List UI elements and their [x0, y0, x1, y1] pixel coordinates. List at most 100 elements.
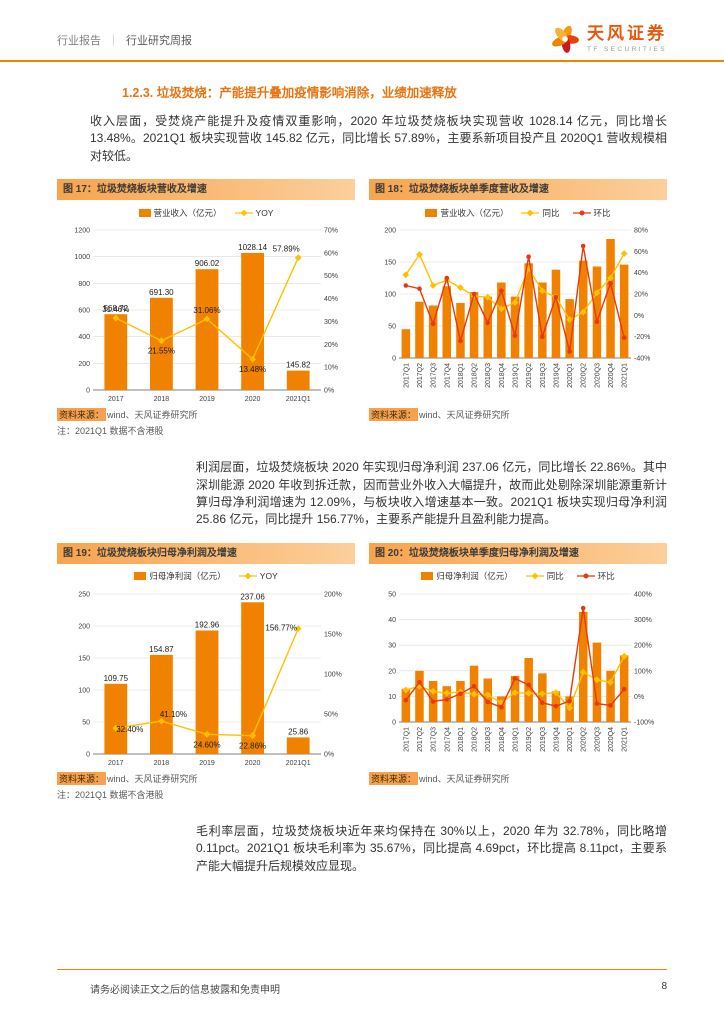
svg-text:2021Q1: 2021Q1 — [622, 727, 629, 752]
svg-text:2018Q2: 2018Q2 — [472, 363, 479, 388]
header-divider: ｜ — [108, 35, 119, 47]
svg-text:2018Q2: 2018Q2 — [472, 727, 479, 752]
figure-18-note — [369, 424, 667, 435]
svg-text:200%: 200% — [324, 591, 342, 598]
chart-legend: 归母净利润（亿元） YOY — [57, 569, 355, 584]
svg-text:691.30: 691.30 — [149, 288, 174, 297]
svg-text:2018: 2018 — [154, 396, 170, 403]
svg-text:100%: 100% — [634, 668, 652, 675]
svg-text:20%: 20% — [634, 292, 648, 299]
svg-text:0: 0 — [392, 356, 396, 363]
svg-text:2020: 2020 — [245, 396, 261, 403]
figure-18-title: 图 18：垃圾焚烧板块单季度营收及增速 — [369, 179, 667, 201]
svg-text:0: 0 — [86, 388, 90, 395]
svg-text:800: 800 — [78, 281, 90, 288]
svg-text:568.72: 568.72 — [104, 304, 129, 313]
source-label: 资料来源： — [57, 408, 107, 422]
svg-text:150: 150 — [384, 260, 396, 267]
svg-text:30%: 30% — [324, 319, 338, 326]
page-header: 行业报告 ｜ 行业研究周报 天风证券 TF SECURITIES — [0, 0, 724, 60]
svg-text:200: 200 — [384, 228, 396, 235]
svg-text:250: 250 — [78, 591, 90, 598]
svg-text:2020Q4: 2020Q4 — [608, 727, 615, 752]
brand-subtitle: TF SECURITIES — [587, 45, 667, 53]
svg-text:2020Q3: 2020Q3 — [594, 727, 601, 752]
figure-20: 图 20：垃圾焚烧板块单季度归母净利润及增速 归母净利润（亿元） 同比 环比 0 10 2… — [369, 542, 667, 801]
svg-text:2019Q4: 2019Q4 — [553, 363, 560, 388]
svg-text:10%: 10% — [324, 365, 338, 372]
legend-item: 营业收入（亿元） — [138, 207, 222, 219]
paragraph-margin: 毛利率层面，垃圾焚烧板块近年来均保持在 30%以上，2020 年为 32.78%… — [196, 823, 667, 873]
svg-text:31.06%: 31.06% — [193, 306, 220, 315]
figure-17-source: 资料来源： wind、天风证券研究所 — [57, 408, 355, 422]
svg-text:2017Q1: 2017Q1 — [403, 727, 410, 752]
svg-text:2020Q1: 2020Q1 — [567, 727, 574, 752]
figure-19-chart: 归母净利润（亿元） YOY 0 50 100 150 200 250 0% 50% 100% 150%… — [57, 569, 355, 770]
figure-19-title: 图 19：垃圾焚烧板块归母净利润及增速 — [57, 542, 355, 564]
svg-text:0: 0 — [392, 719, 396, 726]
svg-text:2017Q1: 2017Q1 — [403, 363, 410, 388]
chart-legend: 营业收入（亿元） YOY — [57, 205, 355, 220]
svg-text:41.10%: 41.10% — [160, 710, 187, 719]
svg-text:2021Q1: 2021Q1 — [622, 363, 629, 388]
svg-text:154.87: 154.87 — [149, 645, 174, 654]
report-type-label: 行业报告 — [57, 35, 101, 47]
svg-text:20%: 20% — [324, 342, 338, 349]
section-heading: 1.2.3. 垃圾焚烧：产能提升叠加疫情影响消除，业绩加速释放 — [122, 86, 457, 100]
svg-text:2018: 2018 — [154, 760, 170, 767]
svg-text:1200: 1200 — [74, 228, 90, 235]
report-breadcrumb: 行业报告 ｜ 行业研究周报 — [57, 32, 192, 54]
legend-item: 同比 — [521, 207, 560, 219]
legend-item: 营业收入（亿元） — [425, 207, 508, 219]
svg-text:-40%: -40% — [634, 356, 650, 363]
svg-text:2019Q3: 2019Q3 — [540, 727, 547, 752]
tf-flower-icon — [552, 25, 579, 53]
source-label: 资料来源： — [369, 771, 419, 785]
svg-text:0%: 0% — [324, 388, 334, 395]
footer-disclaimer: 请务必阅读正文之后的信息披露和免责申明 — [90, 985, 280, 996]
svg-text:40: 40 — [388, 617, 396, 624]
source-text: wind、天风证券研究所 — [107, 410, 198, 421]
figure-20-title: 图 20：垃圾焚烧板块单季度归母净利润及增速 — [369, 542, 667, 564]
source-label: 资料来源： — [57, 771, 107, 785]
svg-text:2019Q4: 2019Q4 — [553, 727, 560, 752]
svg-text:21.55%: 21.55% — [148, 347, 175, 356]
figure-20-note — [369, 788, 667, 799]
svg-text:145.82: 145.82 — [286, 361, 311, 370]
figure-row-profit: 图 19：垃圾焚烧板块归母净利润及增速 归母净利润（亿元） YOY 0 50 100 15… — [57, 542, 667, 801]
figure-17-chart: 营业收入（亿元） YOY 0 200 400 600 800 1000 1200 0% 10% 20%… — [57, 205, 355, 406]
svg-text:109.75: 109.75 — [104, 674, 129, 683]
page-footer: 请务必阅读正文之后的信息披露和免责申明 8 — [57, 969, 667, 996]
page-number: 8 — [661, 981, 667, 992]
svg-text:200: 200 — [78, 623, 90, 630]
svg-text:60%: 60% — [634, 249, 648, 256]
svg-text:2020Q4: 2020Q4 — [608, 363, 615, 388]
svg-text:2017Q4: 2017Q4 — [444, 363, 451, 388]
svg-text:2018Q3: 2018Q3 — [485, 727, 492, 752]
paragraph-revenue: 收入层面，受焚烧产能提升及疫情双重影响，2020 年垃圾焚烧板块实现营收 102… — [90, 114, 667, 163]
svg-text:10: 10 — [388, 694, 396, 701]
svg-text:80%: 80% — [634, 228, 648, 235]
chart-canvas: 0 50 100 150 200 250 0% 50% 100% 150% 200% 109.75 15… — [78, 591, 342, 767]
header-rule — [0, 60, 724, 62]
chart-canvas: 0 200 400 600 800 1000 1200 0% 10% 20% 30% 40% 50% 60… — [74, 228, 338, 404]
source-label: 资料来源： — [369, 408, 419, 422]
figure-17-title: 图 17：垃圾焚烧板块营收及增速 — [57, 179, 355, 201]
svg-text:2018Q1: 2018Q1 — [458, 727, 465, 752]
svg-text:40%: 40% — [634, 270, 648, 277]
figure-19: 图 19：垃圾焚烧板块归母净利润及增速 归母净利润（亿元） YOY 0 50 100 15… — [57, 542, 355, 801]
svg-text:0: 0 — [86, 751, 90, 758]
svg-text:156.77%: 156.77% — [265, 623, 297, 632]
tf-securities-logo: 天风证券 TF SECURITIES — [550, 24, 667, 54]
svg-text:237.06: 237.06 — [240, 592, 265, 601]
svg-text:200%: 200% — [634, 642, 652, 649]
svg-text:2018Q4: 2018Q4 — [499, 363, 506, 388]
chart-canvas: 0 50 100 150 200 -40% -20% 0% 20% 40% 60% 80% 2017Q1… — [384, 228, 650, 388]
svg-text:200: 200 — [78, 361, 90, 368]
svg-text:2021Q1: 2021Q1 — [286, 760, 311, 767]
svg-text:60%: 60% — [324, 251, 338, 258]
figure-18-chart: 营业收入（亿元） 同比 环比 0 50 100 150 200 -40% -20% 0% 20% 40%… — [369, 205, 667, 406]
chart-canvas: 0 10 20 30 40 50 -100% 0% 100% 200% 300% 400% 2017Q1… — [388, 591, 654, 752]
legend-item: 环比 — [572, 207, 611, 219]
svg-text:50: 50 — [82, 719, 90, 726]
